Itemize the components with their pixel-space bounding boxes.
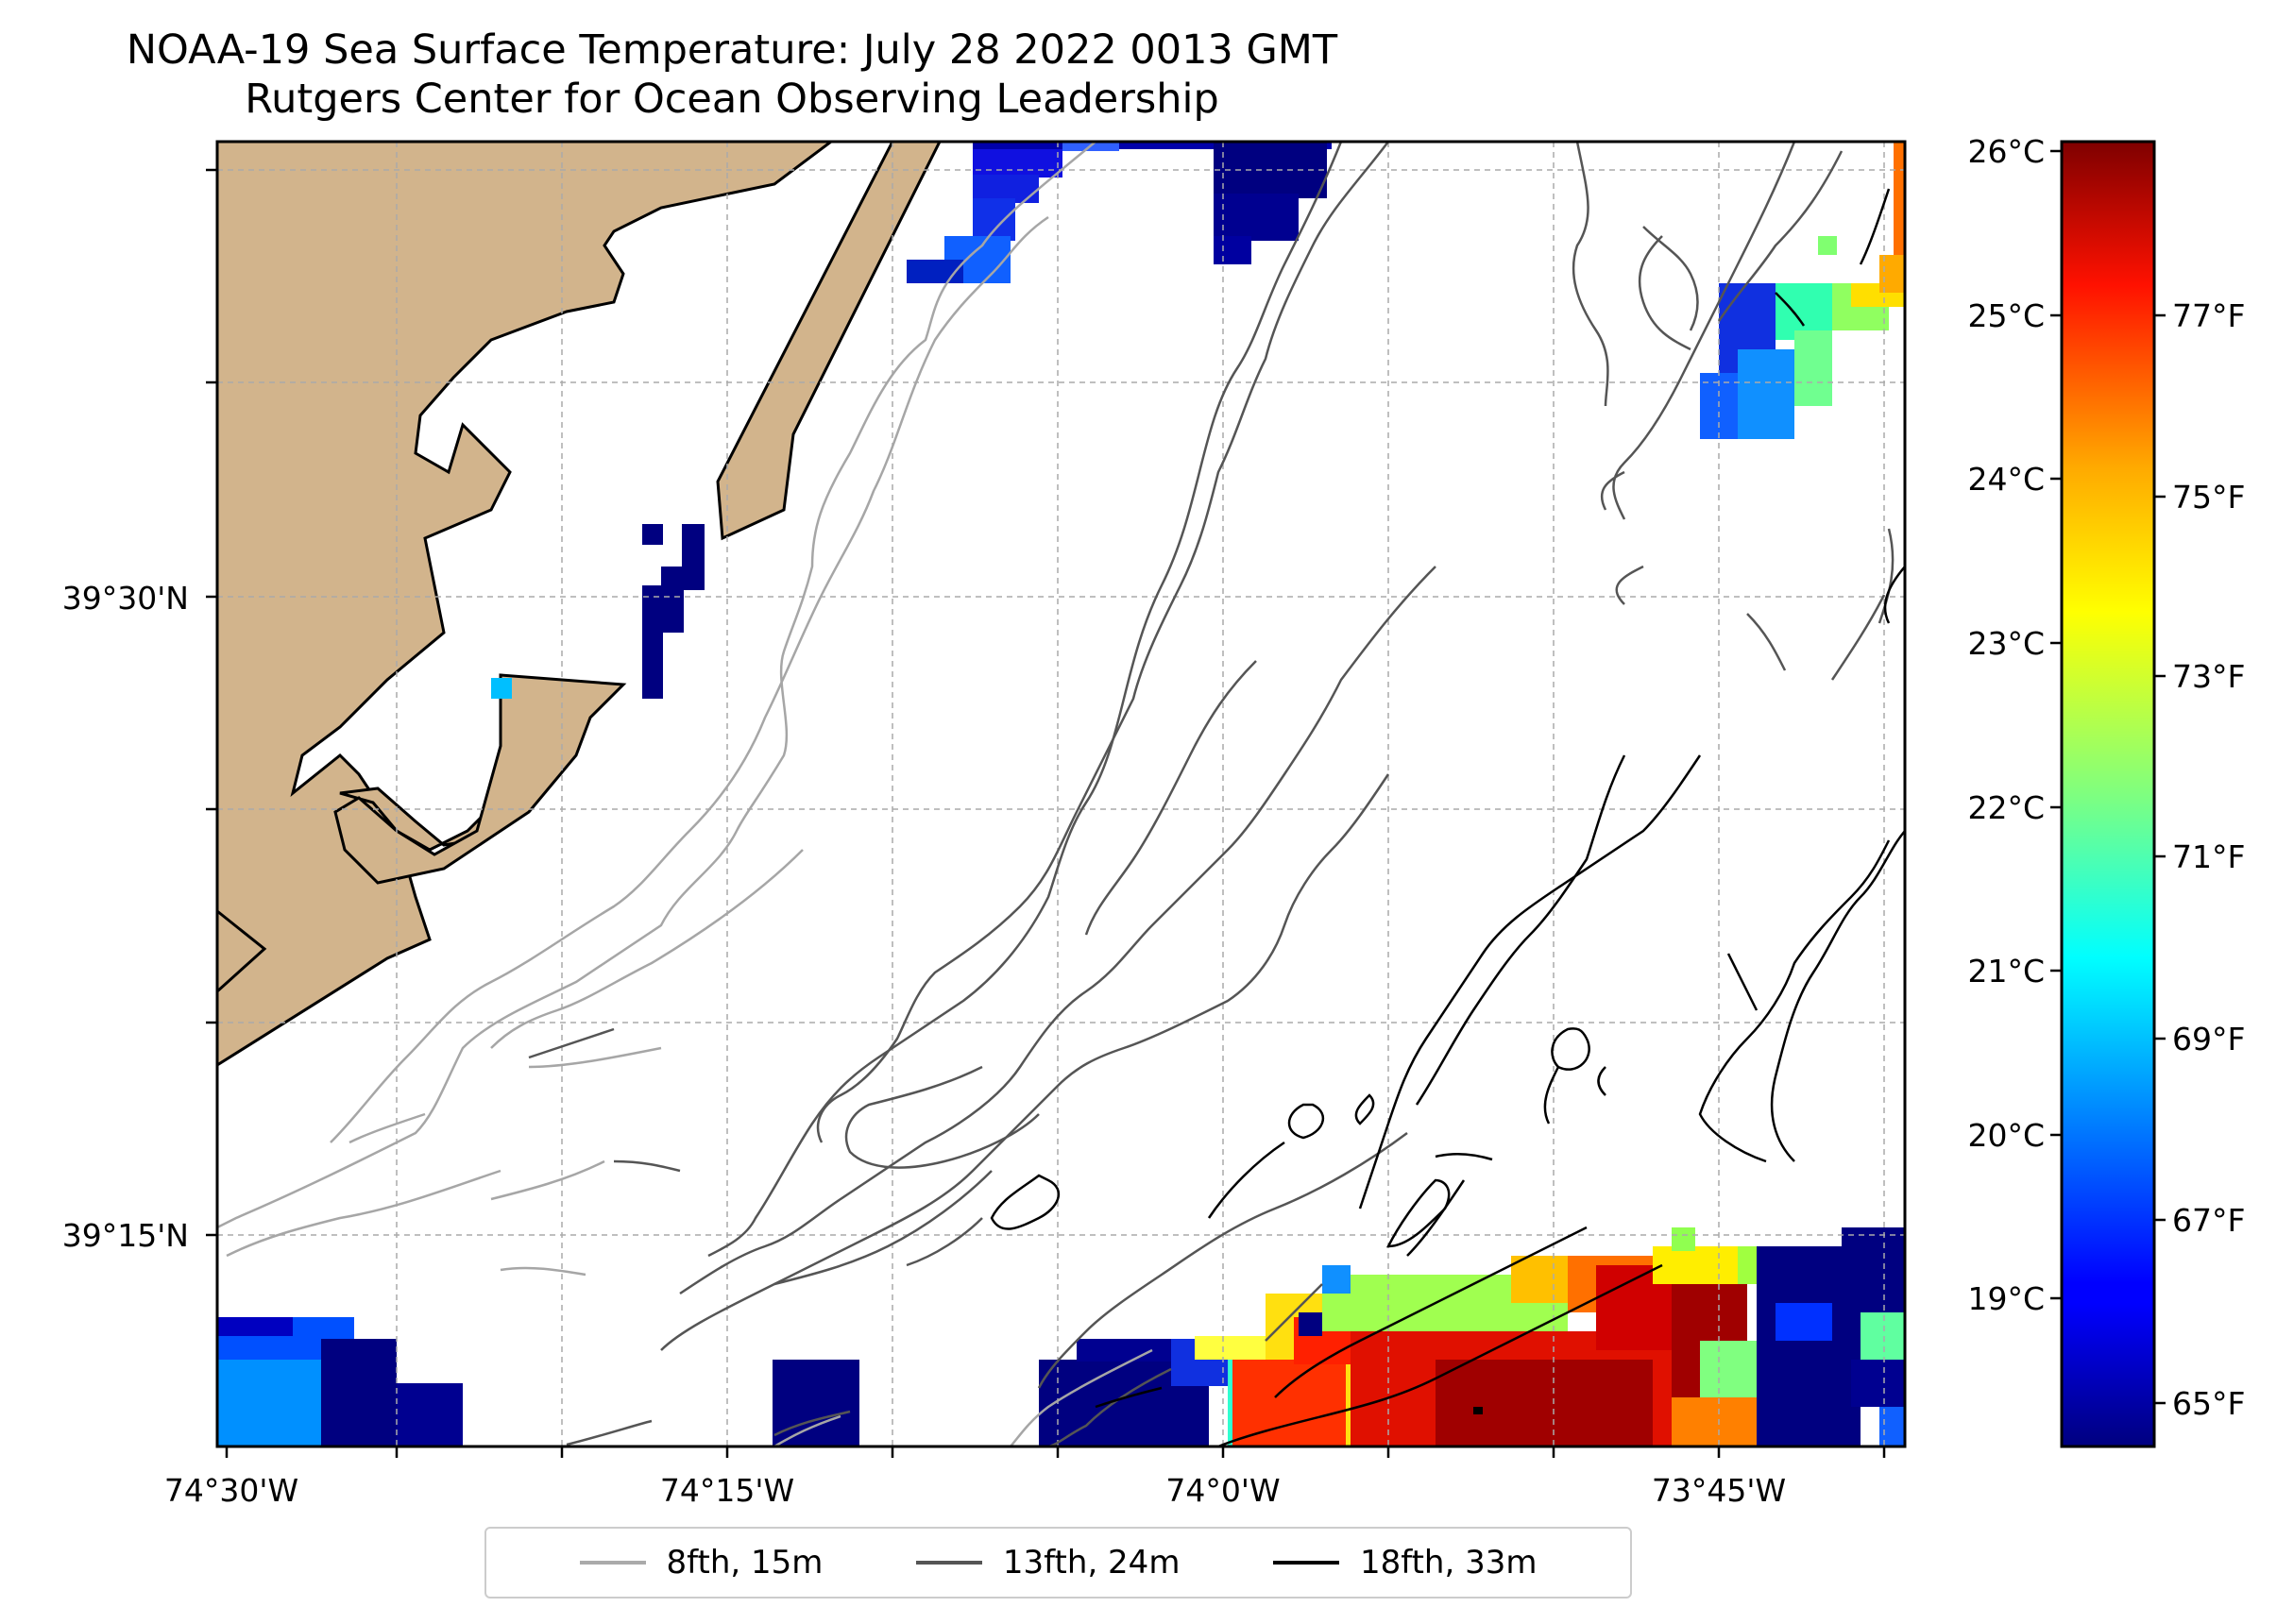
legend-label: 8fth, 15m xyxy=(666,1544,824,1582)
fahrenheit-tick-label: 67°F xyxy=(2172,1202,2245,1239)
fahrenheit-tick-label: 71°F xyxy=(2172,838,2245,875)
celsius-tick-label: 23°C xyxy=(1967,625,2045,662)
fahrenheit-tick-label: 75°F xyxy=(2172,479,2245,516)
map-frame xyxy=(215,140,1907,1448)
celsius-tick-label: 26°C xyxy=(1967,133,2045,170)
lon-tick-label: 74°30'W xyxy=(164,1472,298,1509)
legend-item-18fth: 18fth, 33m xyxy=(1272,1544,1538,1582)
fahrenheit-tick-label: 65°F xyxy=(2172,1385,2245,1422)
fahrenheit-tick-label: 77°F xyxy=(2172,297,2245,334)
lat-tick-label: 39°15'N xyxy=(62,1217,189,1254)
fahrenheit-tick-label: 69°F xyxy=(2172,1021,2245,1057)
celsius-tick-label: 25°C xyxy=(1967,297,2045,334)
celsius-tick-label: 19°C xyxy=(1967,1280,2045,1317)
sst-pixels xyxy=(217,142,1905,1446)
contour-legend: 8fth, 15m 13fth, 24m 18fth, 33m xyxy=(484,1527,1632,1599)
fahrenheit-tick-label: 73°F xyxy=(2172,658,2245,695)
legend-label: 18fth, 33m xyxy=(1359,1544,1538,1582)
legend-swatch xyxy=(1272,1561,1339,1565)
legend-swatch xyxy=(579,1561,646,1565)
colorbar xyxy=(2060,140,2156,1448)
map-title: NOAA-19 Sea Surface Temperature: July 28… xyxy=(126,26,1338,74)
celsius-tick-label: 24°C xyxy=(1967,461,2045,498)
lon-tick-label: 73°45'W xyxy=(1652,1472,1786,1509)
colorbar-ticks xyxy=(2050,149,2166,1405)
legend-label: 13fth, 24m xyxy=(1002,1544,1181,1582)
legend-item-8fth: 8fth, 15m xyxy=(579,1544,824,1582)
celsius-tick-label: 20°C xyxy=(1967,1117,2045,1154)
contour-13fth xyxy=(528,142,1895,1446)
land-edge-west xyxy=(217,909,267,994)
axis-ticks xyxy=(206,168,1886,1458)
lon-tick-label: 74°0'W xyxy=(1165,1472,1280,1509)
map-subtitle: Rutgers Center for Ocean Observing Leade… xyxy=(245,76,1219,123)
legend-item-13fth: 13fth, 24m xyxy=(915,1544,1181,1582)
contour-8fth xyxy=(217,142,1153,1446)
contour-18fth xyxy=(990,188,1905,1446)
lon-tick-label: 74°15'W xyxy=(660,1472,794,1509)
land-island-strip xyxy=(716,142,942,541)
legend-swatch xyxy=(915,1561,982,1565)
celsius-tick-label: 21°C xyxy=(1967,953,2045,990)
lat-tick-label: 39°30'N xyxy=(62,580,189,617)
land-mainland xyxy=(217,142,834,1067)
land-south-spit xyxy=(333,673,627,885)
celsius-tick-label: 22°C xyxy=(1967,789,2045,826)
